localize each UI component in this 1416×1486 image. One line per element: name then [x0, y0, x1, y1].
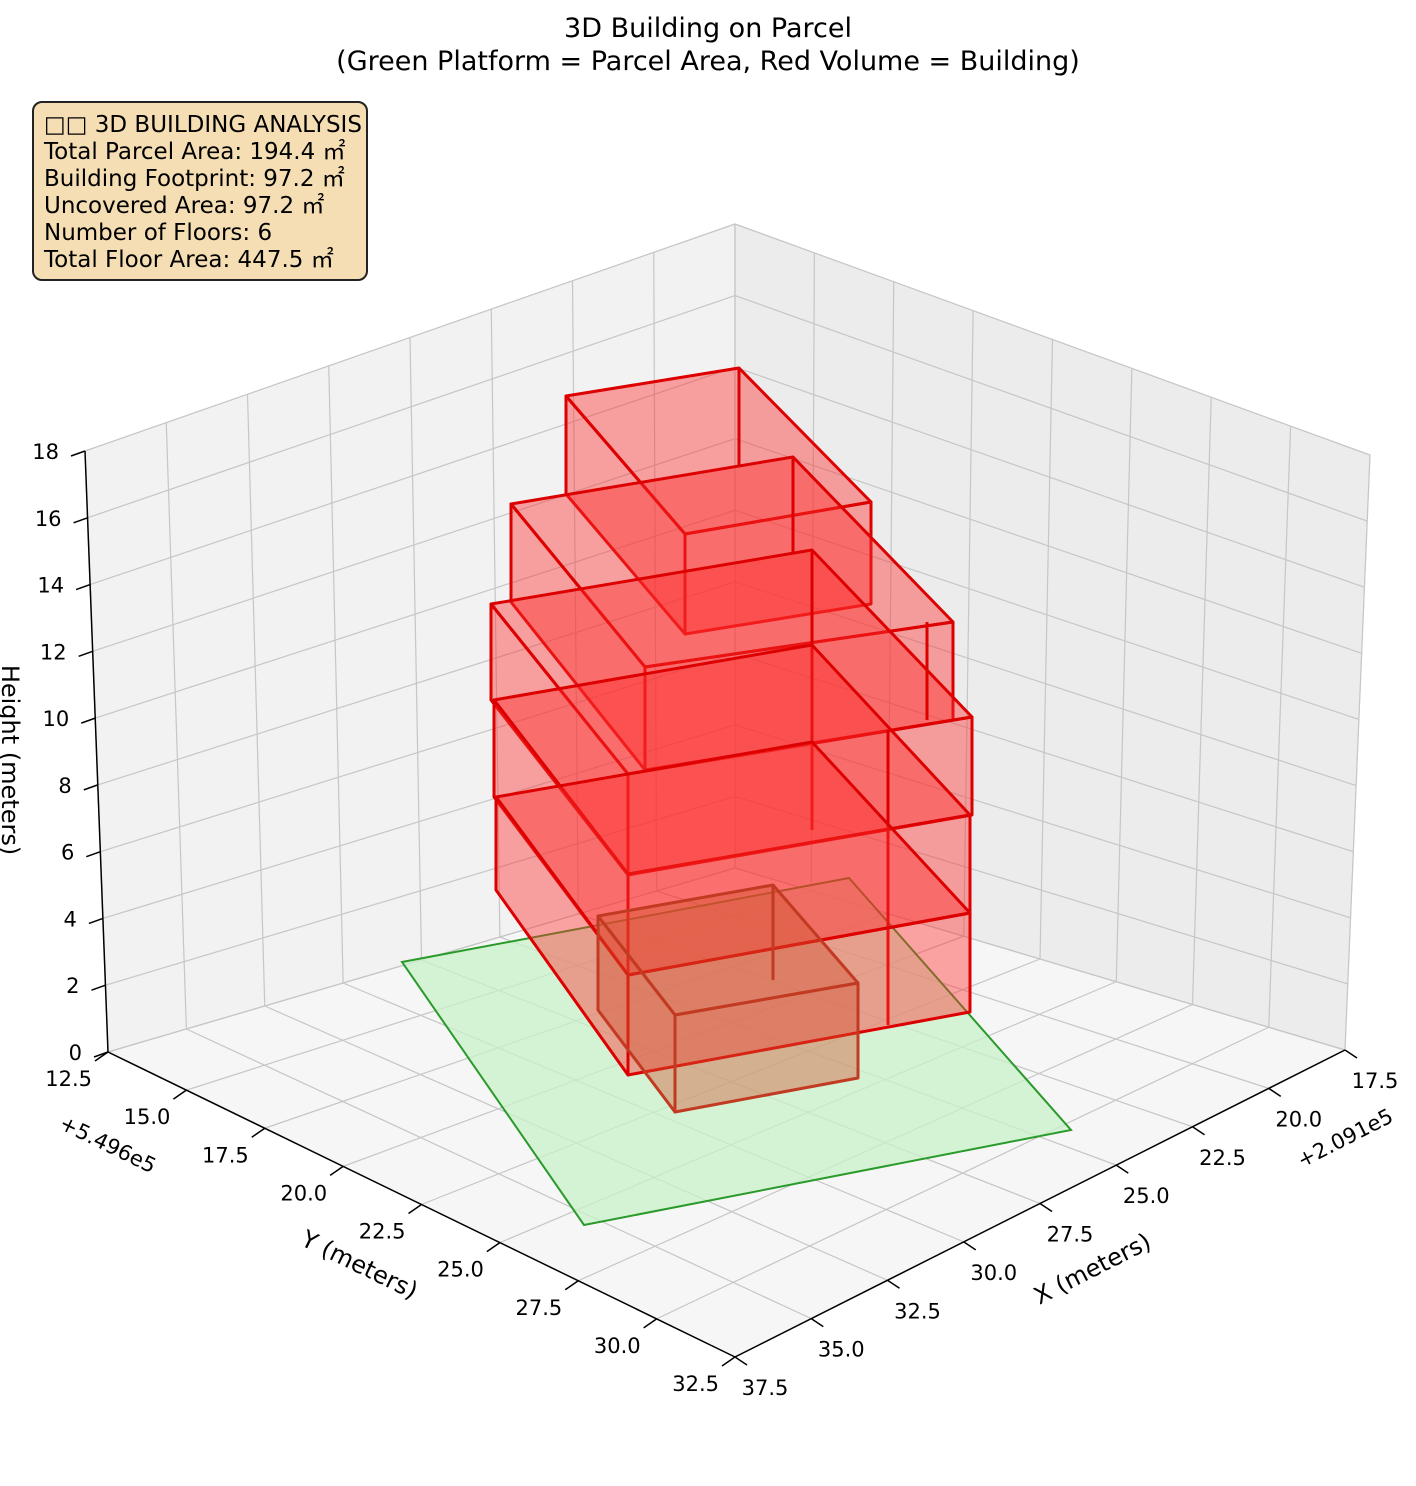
x-tick-mark	[963, 1241, 977, 1251]
z-tick-label: 4	[64, 907, 77, 931]
chart-title: 3D Building on Parcel	[564, 13, 852, 44]
z-tick-mark	[83, 784, 99, 791]
tick-labels: 0 2 4 6 8 10 12 14 16 18 12.5 15.0 17.5 20.0 22.5 25.0 2…	[32, 440, 1398, 1400]
y-tick-label: 22.5	[359, 1220, 406, 1244]
y-tick-mark	[721, 1356, 736, 1367]
y-tick-label: 30.0	[594, 1334, 641, 1358]
z-tick-mark	[88, 917, 104, 925]
y-tick-mark	[94, 1051, 109, 1062]
y-tick-label: 32.5	[672, 1372, 719, 1396]
x-tick-label: 22.5	[1199, 1146, 1246, 1170]
y-gridline	[328, 365, 344, 984]
y-tick-label: 25.0	[437, 1258, 484, 1282]
x-gridline	[1344, 454, 1371, 1051]
z-tick-label: 8	[58, 774, 71, 798]
x-tick-label: 32.5	[894, 1299, 941, 1323]
y-tick-mark	[251, 1127, 266, 1138]
parcel-platform	[400, 876, 1073, 1227]
z-tick-label: 0	[69, 1041, 82, 1065]
info-total-floor-area: Total Floor Area: 447.5 ㎡	[44, 247, 334, 273]
x-tick-label: 30.0	[970, 1261, 1017, 1285]
y-tick-label: 17.5	[202, 1143, 249, 1167]
info-heading: □□ 3D BUILDING ANALYSIS	[44, 112, 362, 138]
z-axis-title: Height (meters)	[0, 665, 24, 855]
x-tick-label: 35.0	[818, 1338, 865, 1362]
z-tick-mark	[91, 984, 106, 991]
z-tick-label: 6	[61, 841, 74, 865]
tick-marks	[70, 450, 1358, 1367]
y-tick-mark	[643, 1318, 658, 1329]
x-tick-label: 27.5	[1047, 1223, 1094, 1247]
z-tick-mark	[73, 517, 88, 524]
x-gridline	[963, 310, 974, 937]
x-tick-mark	[887, 1279, 900, 1289]
floor-block-mid-side	[626, 715, 974, 877]
y-tick-mark	[172, 1089, 187, 1100]
z-tick-mark	[86, 850, 101, 858]
y-gridline	[409, 337, 423, 961]
x-gridline	[1268, 426, 1292, 1028]
building-ground-floor	[596, 883, 860, 1114]
z-tick-label: 18	[32, 440, 59, 464]
x-tick-mark	[1268, 1087, 1282, 1097]
x-tick-mark	[1344, 1049, 1358, 1059]
y-gridline	[490, 309, 501, 938]
analysis-info-box: □□ 3D BUILDING ANALYSIS Total Parcel Are…	[32, 101, 368, 281]
y-gridline	[165, 422, 187, 1030]
x-tick-label: 25.0	[1123, 1184, 1170, 1208]
y-tick-mark	[408, 1203, 422, 1215]
y-tick-label: 20.0	[280, 1181, 327, 1205]
info-number-of-floors: Number of Floors: 6	[44, 220, 273, 246]
floor-block-top-side	[683, 500, 873, 636]
x-gridline	[1115, 368, 1133, 982]
x-tick-label: 20.0	[1275, 1107, 1322, 1131]
z-tick-mark	[75, 583, 91, 591]
chart-subtitle: (Green Platform = Parcel Area, Red Volum…	[336, 46, 1080, 77]
x-gridline	[1191, 397, 1212, 1005]
y-tick-label: 12.5	[45, 1067, 92, 1091]
x-tick-mark	[734, 1356, 748, 1366]
info-total-parcel-area: Total Parcel Area: 194.4 ㎡	[44, 139, 346, 165]
y-gridline	[653, 252, 658, 892]
building-volume	[489, 366, 974, 1077]
y-tick-label: 27.5	[515, 1296, 562, 1320]
x-tick-mark	[1115, 1164, 1129, 1174]
z-tick-label: 14	[37, 574, 64, 598]
x-tick-mark	[810, 1318, 824, 1328]
y-tick-mark	[329, 1165, 344, 1176]
x-tick-label: 17.5	[1352, 1069, 1399, 1093]
z-tick-label: 10	[42, 707, 69, 731]
z-tick-mark	[78, 650, 93, 658]
info-uncovered-area: Uncovered Area: 97.2 ㎡	[44, 193, 325, 219]
z-tick-label: 12	[40, 640, 67, 664]
x-tick-mark	[1192, 1126, 1205, 1136]
x-tick-mark	[1039, 1202, 1053, 1213]
y-tick-mark	[564, 1280, 579, 1291]
y-tick-mark	[486, 1242, 501, 1253]
z-tick-label: 2	[66, 974, 79, 998]
z-tick-mark	[80, 717, 96, 724]
info-building-footprint: Building Footprint: 97.2 ㎡	[44, 166, 345, 192]
x-tick-label: 37.5	[742, 1376, 789, 1400]
z-tick-label: 16	[35, 507, 62, 531]
z-axis-line	[84, 450, 109, 1053]
z-tick-mark	[70, 450, 86, 457]
x-gridline	[1039, 339, 1054, 960]
y-tick-label: 15.0	[124, 1105, 171, 1129]
y-gridline	[246, 394, 266, 1007]
x-gridline	[186, 1028, 812, 1320]
